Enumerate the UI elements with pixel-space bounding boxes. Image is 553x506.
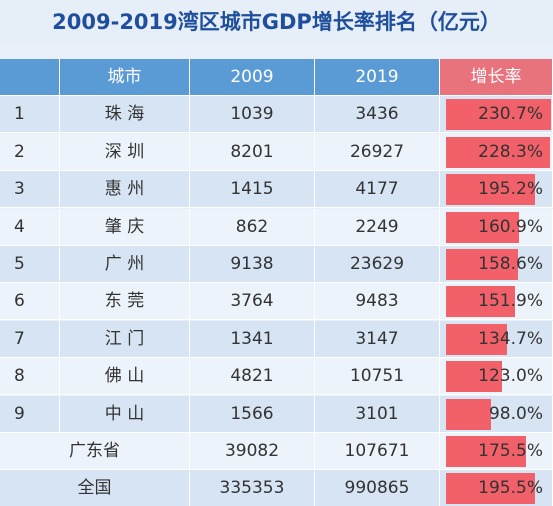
value-cell: 9483 (315, 283, 440, 321)
value-cell: 23629 (315, 246, 440, 283)
rate-text: 158.6% (478, 254, 543, 274)
city-cell: 佛 山 (60, 358, 190, 396)
rate-bar (446, 99, 551, 131)
value-cell: 1341 (190, 320, 315, 358)
header-cell: 增长率 (440, 59, 553, 96)
rate-bar (446, 361, 502, 393)
value-cell: 1566 (190, 395, 315, 433)
rank-cell: 4 (0, 208, 60, 246)
rate-bar (446, 323, 508, 355)
value-cell: 990865 (315, 470, 440, 506)
value-cell: 3764 (190, 283, 315, 321)
rate-bar (446, 286, 516, 318)
rate-text: 151.9% (478, 291, 543, 312)
rate-bar (446, 249, 519, 280)
city-cell: 珠 海 (60, 96, 190, 134)
city-cell: 惠 州 (60, 171, 190, 209)
value-cell: 9138 (190, 246, 315, 283)
rate-text: 230.7% (478, 104, 543, 125)
rank-cell: 9 (0, 395, 60, 433)
city-cell: 广东省 (0, 433, 190, 470)
rate-text: 195.5% (478, 478, 543, 499)
value-cell: 4177 (315, 171, 440, 209)
rate-text: 98.0% (488, 403, 543, 424)
rate-text: 134.7% (478, 328, 543, 349)
value-cell: 4821 (190, 358, 315, 396)
value-cell: 3436 (315, 96, 440, 134)
value-cell: 107671 (315, 433, 440, 470)
title: 2009-2019湾区城市GDP增长率排名（亿元） (0, 0, 553, 44)
rate-text: 123.0% (478, 366, 543, 387)
city-cell: 肇 庆 (60, 208, 190, 246)
value-cell: 39082 (190, 433, 315, 470)
value-cell: 26927 (315, 133, 440, 171)
value-cell: 335353 (190, 470, 315, 506)
value-cell: 1415 (190, 171, 315, 209)
header-cell: 2019 (315, 59, 440, 96)
rate-bar (446, 136, 550, 168)
rate-bar (446, 473, 535, 505)
rate-bar (446, 398, 491, 430)
value-cell: 3147 (315, 320, 440, 358)
city-cell: 全国 (0, 470, 190, 506)
value-cell: 1039 (190, 96, 315, 134)
header-cell: 城市 (60, 59, 190, 96)
rank-cell: 2 (0, 133, 60, 171)
rank-cell: 6 (0, 283, 60, 321)
rate-bar (446, 436, 526, 467)
city-cell: 东 莞 (60, 283, 190, 321)
rank-cell: 7 (0, 320, 60, 358)
header-cell (0, 59, 60, 96)
city-cell: 广 州 (60, 246, 190, 283)
rate-text: 160.9% (478, 216, 543, 237)
header-cell: 2009 (190, 59, 315, 96)
value-cell: 862 (190, 208, 315, 246)
rank-cell: 5 (0, 246, 60, 283)
rate-text: 195.2% (478, 179, 543, 200)
rate-bar (446, 174, 535, 206)
rank-cell: 3 (0, 171, 60, 209)
value-cell: 8201 (190, 133, 315, 171)
city-cell: 中 山 (60, 395, 190, 433)
rate-bar (446, 211, 520, 243)
value-cell: 2249 (315, 208, 440, 246)
value-cell: 10751 (315, 358, 440, 396)
value-cell: 3101 (315, 395, 440, 433)
rank-cell: 1 (0, 96, 60, 134)
city-cell: 江 门 (60, 320, 190, 358)
rank-cell: 8 (0, 358, 60, 396)
rate-text: 175.5% (478, 441, 543, 461)
rate-text: 228.3% (478, 141, 543, 162)
city-cell: 深 圳 (60, 133, 190, 171)
